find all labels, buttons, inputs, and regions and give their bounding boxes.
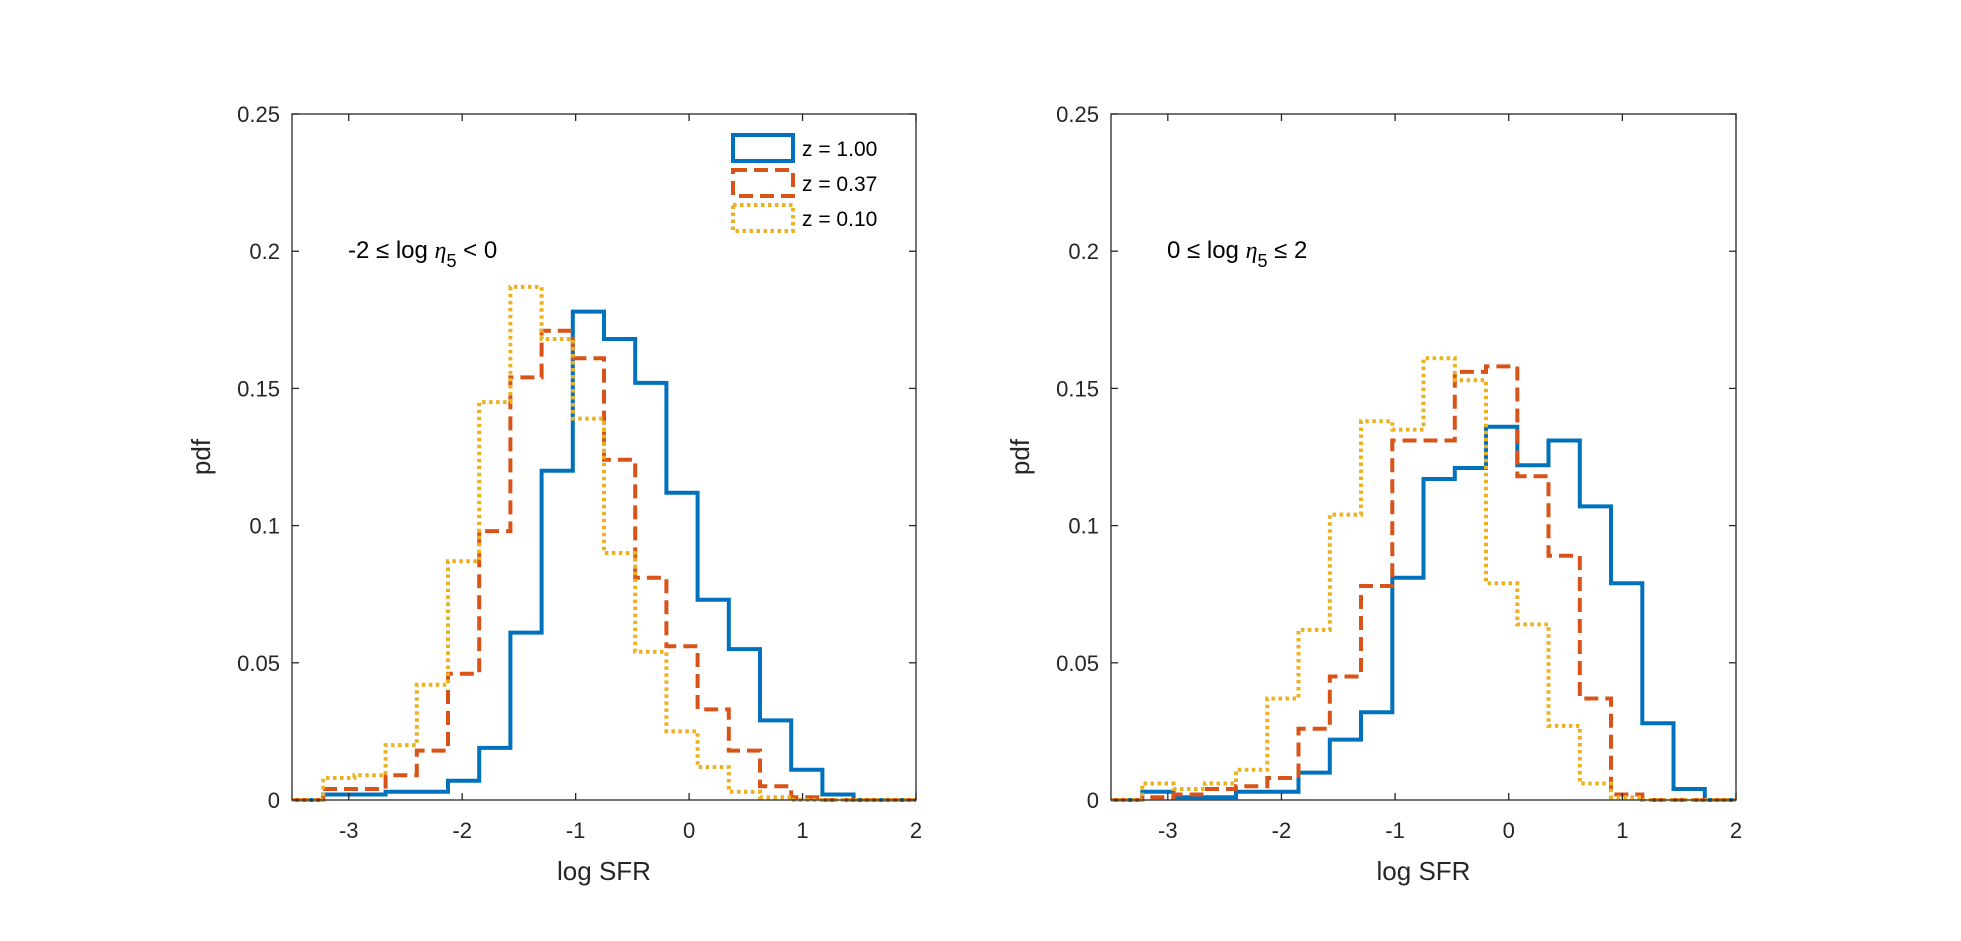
annotation-prefix: 0 ≤ log [1167, 237, 1246, 264]
panel-left: -3 -2 -1 0 1 2 0 0.05 0.1 0.15 0.2 0.25 log SFR pdf -2… [186, 102, 922, 886]
y-tick-label: 0.1 [1068, 514, 1099, 539]
series-solid-1 [292, 309, 916, 802]
panel-annotation: -2 ≤ log η5 < 0 [348, 237, 497, 271]
series-solid-1 [1111, 424, 1736, 802]
x-tick-label: -2 [1272, 818, 1292, 843]
panel-annotation: 0 ≤ log η5 ≤ 2 [1167, 237, 1307, 271]
series-dotted-3 [292, 284, 916, 802]
x-tick-label: -3 [1158, 818, 1178, 843]
x-tick-label: -1 [566, 818, 586, 843]
annotation-prefix: -2 ≤ log [348, 237, 435, 264]
legend: z = 1.00 z = 0.37 z = 0.10 [731, 133, 877, 233]
x-tick-label: -2 [452, 818, 472, 843]
x-axis-label: log SFR [1377, 856, 1471, 886]
annotation-symbol: η [435, 238, 447, 264]
legend-label: z = 0.10 [802, 208, 877, 231]
x-tick-label: -3 [339, 818, 359, 843]
x-tick-label: -1 [1385, 818, 1405, 843]
series-dashed-2 [292, 328, 916, 802]
y-tick-label: 0.25 [1056, 102, 1099, 127]
legend-label: z = 0.37 [802, 173, 877, 196]
y-tick-label: 0 [268, 788, 280, 813]
x-tick-label: 0 [1503, 818, 1515, 843]
annotation-subscript: 5 [1257, 251, 1267, 271]
x-tick-label: 1 [1616, 818, 1628, 843]
axes-box [291, 113, 917, 801]
x-tick-label: 2 [910, 818, 922, 843]
y-tick-label: 0.2 [1068, 239, 1099, 264]
x-tick-label: 0 [683, 818, 695, 843]
legend-swatch [731, 203, 795, 233]
panel-right: -3 -2 -1 0 1 2 0 0.05 0.1 0.15 0.2 0.25 log SFR pdf 0 … [1005, 102, 1742, 886]
y-tick-label: 0.15 [1056, 376, 1099, 401]
legend-swatch [731, 133, 795, 163]
y-tick-label: 0 [1087, 788, 1099, 813]
x-axis-label: log SFR [557, 856, 651, 886]
y-tick-label: 0.2 [249, 239, 280, 264]
y-axis-label: pdf [186, 438, 216, 475]
y-tick-label: 0.05 [237, 651, 280, 676]
x-tick-label: 1 [796, 818, 808, 843]
y-tick-label: 0.15 [237, 376, 280, 401]
axes-box [1110, 113, 1737, 801]
y-tick-label: 0.05 [1056, 651, 1099, 676]
legend-label: z = 1.00 [802, 138, 877, 161]
series-dashed-2 [1111, 364, 1736, 802]
x-tick-label: 2 [1730, 818, 1742, 843]
y-axis-label: pdf [1005, 438, 1035, 475]
y-tick-label: 0.25 [237, 102, 280, 127]
annotation-symbol: η [1246, 238, 1258, 264]
annotation-suffix: < 0 [456, 237, 497, 264]
series-dotted-3 [1111, 356, 1736, 802]
annotation-subscript: 5 [446, 251, 456, 271]
y-tick-label: 0.1 [249, 514, 280, 539]
annotation-suffix: ≤ 2 [1267, 237, 1307, 264]
legend-swatch [731, 168, 795, 198]
